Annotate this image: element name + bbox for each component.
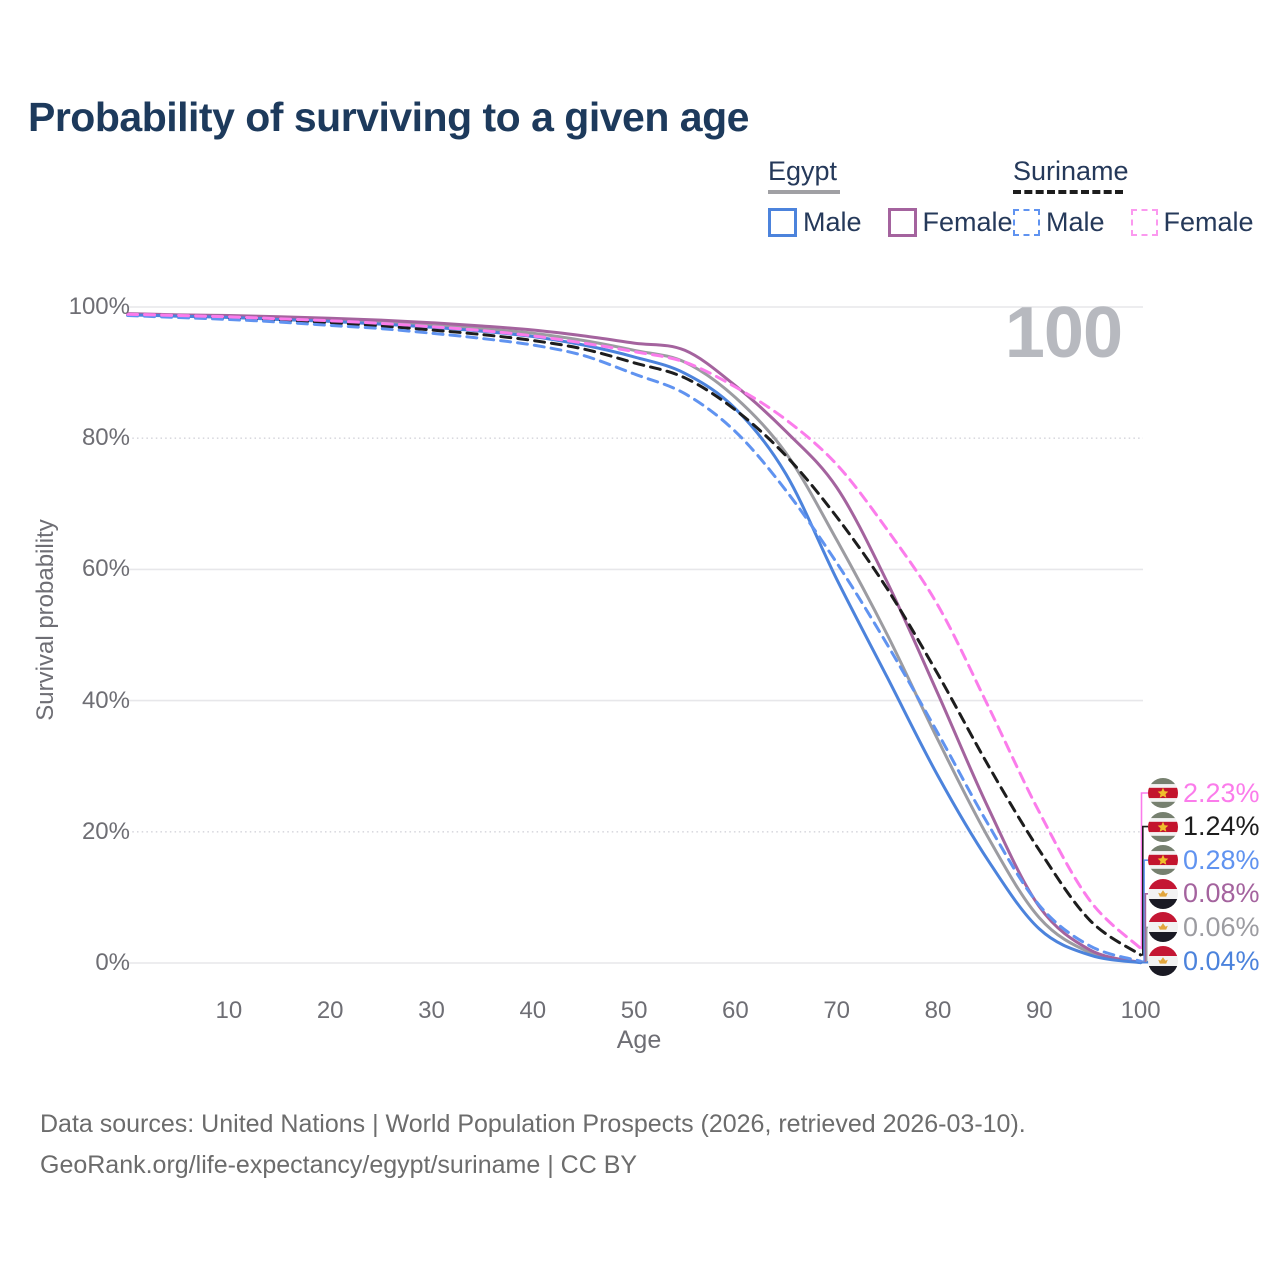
egypt-flag-icon — [1148, 912, 1178, 943]
end-label-value: 0.06% — [1183, 911, 1260, 942]
end-label-row[interactable]: 2.23% — [1148, 777, 1260, 809]
suriname-female-legend-label[interactable]: Female — [1163, 207, 1254, 237]
end-label-row[interactable]: 1.24% — [1148, 811, 1260, 843]
suriname-male-legend-label[interactable]: Male — [1046, 207, 1105, 237]
legend-group-egypt: Egypt — [768, 156, 840, 194]
end-label-row[interactable]: 0.08% — [1148, 878, 1260, 910]
end-label-value: 0.04% — [1183, 945, 1260, 976]
end-label-value: 1.24% — [1183, 811, 1260, 842]
suriname-line-style-swatch — [1013, 190, 1123, 198]
y-tick-label: 100% — [68, 293, 130, 320]
end-label-connector — [1140, 792, 1148, 950]
suriname-flag-icon — [1148, 845, 1178, 876]
y-axis-title: Survival probability — [32, 519, 59, 721]
egypt-line-style-swatch — [768, 190, 840, 194]
curve-suriname-female[interactable] — [126, 312, 1143, 950]
curve-suriname-total[interactable] — [126, 313, 1143, 957]
egypt-male-legend-label[interactable]: Male — [803, 207, 862, 237]
x-tick-label: 80 — [924, 997, 952, 1024]
end-label-row[interactable]: 0.04% — [1148, 945, 1260, 977]
footer: Data sources: United Nations | World Pop… — [40, 1104, 1026, 1186]
curve-suriname-male[interactable] — [126, 314, 1143, 963]
x-tick-label: 20 — [316, 997, 344, 1024]
egypt-male-swatch[interactable] — [768, 208, 797, 237]
x-tick-label: 60 — [722, 997, 749, 1024]
end-label-row[interactable]: 0.28% — [1148, 844, 1260, 876]
egypt-female-legend-label[interactable]: Female — [922, 207, 1013, 237]
x-axis-title: Age — [616, 1026, 662, 1054]
y-tick-label: 20% — [81, 817, 130, 845]
footer-data-sources: Data sources: United Nations | World Pop… — [40, 1110, 1026, 1138]
curve-egypt-male[interactable] — [126, 313, 1143, 965]
footer-attribution: GeoRank.org/life-expectancy/egypt/surina… — [40, 1151, 638, 1179]
y-tick-label: 0% — [95, 949, 130, 976]
legend-items-egypt: Male Female — [768, 207, 1013, 238]
y-tick-label: 40% — [81, 686, 130, 714]
page-title: Probability of surviving to a given age — [28, 94, 749, 140]
x-tick-label: 40 — [519, 997, 547, 1024]
end-label-value: 2.23% — [1183, 777, 1260, 808]
end-label-connector — [1140, 961, 1149, 964]
curve-egypt-female[interactable] — [126, 312, 1143, 964]
x-tick-label: 70 — [823, 997, 851, 1024]
suriname-flag-icon — [1148, 811, 1178, 842]
x-tick-label: 90 — [1025, 997, 1053, 1024]
x-tick-label: 50 — [620, 997, 648, 1024]
y-tick-label: 60% — [81, 555, 130, 583]
legend-egypt-label[interactable]: Egypt — [768, 156, 838, 186]
end-label-connector — [1140, 825, 1148, 956]
y-tick-label: 80% — [81, 424, 130, 452]
x-tick-label: 30 — [418, 997, 445, 1024]
curve-egypt-total[interactable] — [126, 312, 1143, 965]
end-label-connector — [1140, 859, 1148, 962]
suriname-male-swatch[interactable] — [1013, 209, 1040, 236]
suriname-female-swatch[interactable] — [1130, 209, 1158, 236]
end-label-value: 0.28% — [1183, 844, 1260, 875]
x-tick-label: 100 — [1120, 997, 1161, 1024]
egypt-flag-icon — [1148, 946, 1178, 976]
suriname-flag-icon — [1148, 778, 1178, 808]
legend-group-suriname: Suriname — [1013, 156, 1129, 198]
end-label-row[interactable]: 0.06% — [1148, 911, 1260, 943]
legend-suriname-label[interactable]: Suriname — [1013, 156, 1129, 186]
end-label-value: 0.08% — [1183, 878, 1260, 909]
legend-items-suriname: Male Female — [1013, 207, 1254, 238]
egypt-female-swatch[interactable] — [887, 208, 917, 237]
x-tick-label: 10 — [215, 997, 243, 1024]
egypt-flag-icon — [1148, 878, 1178, 909]
hover-age-watermark: 100 — [1004, 293, 1123, 373]
